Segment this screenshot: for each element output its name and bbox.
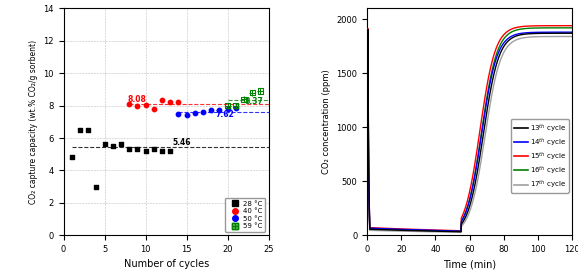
Y-axis label: CO₂ capture capacity (wt.% CO₂/g sorbent): CO₂ capture capacity (wt.% CO₂/g sorbent…: [29, 40, 38, 204]
Point: [133, 104, 142, 109]
Point: [75, 128, 84, 132]
Point: [174, 100, 183, 105]
Point: [247, 90, 257, 95]
Point: [206, 108, 216, 113]
Point: [84, 128, 93, 132]
Point: [198, 110, 208, 114]
Text: 5.46: 5.46: [173, 138, 191, 147]
Point: [182, 113, 191, 118]
Point: [125, 102, 134, 107]
Point: [223, 107, 232, 111]
Text: 7.62: 7.62: [216, 110, 234, 119]
Point: [256, 89, 265, 93]
Point: [116, 142, 125, 147]
Point: [166, 149, 175, 153]
Point: [92, 184, 101, 189]
Point: [100, 142, 109, 147]
Point: [149, 147, 158, 151]
Point: [256, 89, 265, 93]
Point: [133, 147, 142, 151]
Point: [223, 103, 232, 108]
Point: [149, 107, 158, 111]
Point: [231, 106, 240, 110]
Point: [247, 90, 257, 95]
Y-axis label: CO₂ concentration (ppm): CO₂ concentration (ppm): [322, 69, 331, 174]
Point: [239, 97, 249, 101]
Legend: 13$^{th}$ cycle, 14$^{th}$ cycle, 15$^{th}$ cycle, 16$^{th}$ cycle, 17$^{th}$ cy: 13$^{th}$ cycle, 14$^{th}$ cycle, 15$^{t…: [511, 119, 569, 193]
Point: [141, 102, 150, 107]
Legend: 28 °C, 40 °C, 50 °C, 59 °C: 28 °C, 40 °C, 50 °C, 59 °C: [225, 198, 265, 232]
Point: [190, 111, 199, 115]
Point: [231, 103, 240, 108]
Point: [174, 111, 183, 116]
Text: 8.08: 8.08: [128, 95, 146, 104]
Point: [223, 103, 232, 108]
Point: [157, 149, 166, 153]
Point: [157, 98, 166, 102]
Point: [239, 97, 249, 101]
Point: [141, 149, 150, 153]
Point: [67, 155, 76, 160]
Point: [166, 100, 175, 105]
Text: 8.37: 8.37: [244, 97, 263, 106]
Point: [231, 103, 240, 108]
X-axis label: Time (min): Time (min): [443, 260, 497, 269]
X-axis label: Number of cycles: Number of cycles: [124, 260, 209, 269]
Point: [125, 147, 134, 151]
Point: [108, 144, 117, 148]
Point: [215, 108, 224, 112]
